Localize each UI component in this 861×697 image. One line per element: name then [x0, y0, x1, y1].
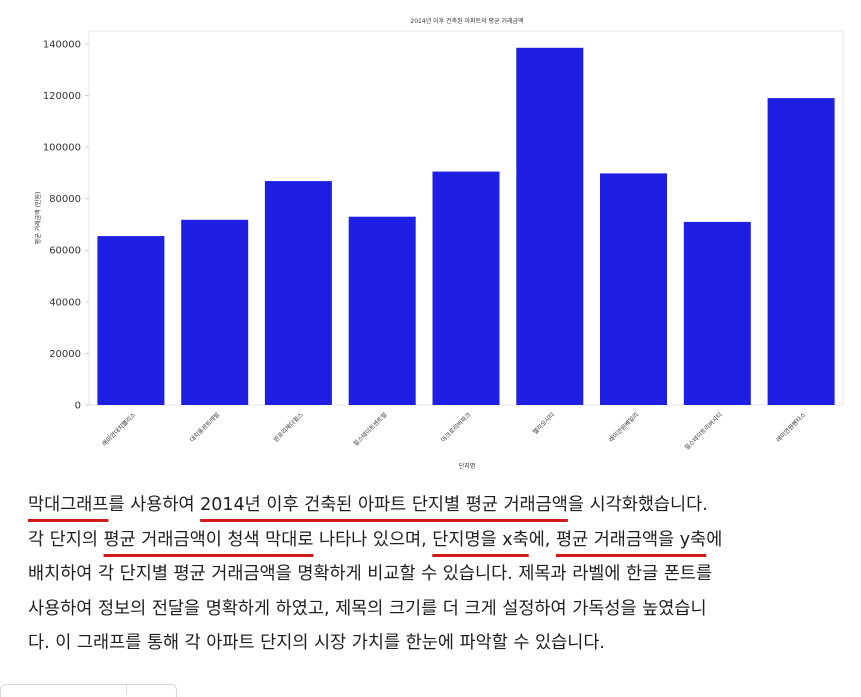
y-tick-label-0: 0 — [75, 401, 81, 412]
x-tick-label-5: 헬리오시티 — [531, 411, 556, 436]
x-tick-label-6: 래미안원베일리 — [607, 411, 640, 444]
x-tick-label-8: 래미안원펜타스 — [775, 410, 808, 443]
y-tick-label-1: 20000 — [49, 349, 81, 360]
bar-1 — [181, 219, 249, 405]
caption-line3: 배치하여 각 단지별 평균 거래금액을 명확하게 비교할 수 있습니다. 제목과… — [28, 557, 852, 592]
underlined-phrase: 평균 거래금액이 청색 막대로 — [103, 529, 314, 550]
bar-0 — [97, 236, 165, 405]
underlined-phrase: 2014년 이후 건축된 아파트 단지별 평균 거래금액 — [200, 495, 568, 515]
bar-chart: 2014년 이후 건축된 아파트의 평균 거래금액 0 20000 40000 600… — [34, 17, 844, 470]
y-tick-label-4: 80000 — [49, 194, 81, 205]
x-tick-label-7: 힐스테이트리버시티 — [683, 411, 724, 452]
caption-line5: 다. 이 그래프를 통해 각 아파트 단지의 시장 가치를 한눈에 파악할 수 … — [28, 626, 852, 661]
x-ticks-group: 래미안대치팰리스 대치동센트레빌 반포리체더힐스 힐스테이트센트럴 아크로리버파크 헬리오… — [100, 410, 807, 451]
underlined-phrase: 막대그래프 — [28, 495, 109, 515]
underlined-phrase: 단지명을 x축 — [432, 529, 529, 550]
chart-svg: 2014년 이후 건축된 아파트의 평균 거래금액 0 20000 40000 600… — [34, 17, 844, 470]
bar-6 — [600, 173, 667, 405]
y-axis-label: 평균 거래금액 (만원) — [34, 192, 42, 245]
bottom-tab-divider — [126, 684, 127, 694]
x-tick-label-0: 래미안대치팰리스 — [100, 410, 137, 447]
x-axis-label: 단지명 — [459, 462, 476, 470]
caption-text: 배치하여 각 단지별 평균 거래금액을 명확하게 비교할 수 있습니다. 제목과… — [28, 564, 713, 585]
bars-group — [97, 47, 835, 406]
caption-line4: 사용하여 정보의 전달을 명확하게 하였고, 제목의 크기를 더 크게 설정하여… — [28, 592, 852, 627]
y-tick-label-3: 60000 — [49, 246, 81, 257]
bar-7 — [683, 221, 751, 405]
y-tick-label-7: 140000 — [43, 39, 81, 50]
x-tick-label-1: 대치동센트레빌 — [188, 411, 221, 444]
underlined-phrase: 평균 거래금액을 y축 — [555, 529, 707, 550]
caption-text: 에 — [706, 529, 723, 550]
bar-3 — [348, 216, 416, 405]
y-tick-label-6: 120000 — [43, 91, 81, 102]
y-tick-label-2: 40000 — [49, 297, 81, 308]
bar-8 — [767, 98, 835, 405]
bar-4 — [432, 171, 500, 405]
caption-text: 을 시각화했습니다. — [567, 495, 708, 515]
bar-5 — [516, 47, 584, 406]
caption-line2: 각 단지의 평균 거래금액이 청색 막대로 나타나 있으며, 단지명을 x축에,… — [28, 523, 852, 558]
description-paragraph: 막대그래프를 사용하여 2014년 이후 건축된 아파트 단지별 평균 거래금액… — [28, 488, 852, 661]
x-tick-label-4: 아크로리버파크 — [439, 410, 472, 443]
chart-title: 2014년 이후 건축된 아파트의 평균 거래금액 — [410, 17, 523, 25]
caption-text: 에, — [528, 529, 556, 550]
bottom-tab-edge — [0, 684, 177, 697]
caption-text: 사용하여 정보의 전달을 명확하게 하였고, 제목의 크기를 더 크게 설정하여… — [28, 598, 707, 619]
caption-text: 각 단지의 — [28, 529, 104, 550]
y-ticks-group: 0 20000 40000 60000 80000 100000 120000 140000 — [43, 39, 89, 412]
y-tick-label-5: 100000 — [43, 143, 81, 154]
bar-2 — [264, 181, 332, 405]
caption-text: 나타나 있으며, — [313, 529, 433, 550]
caption-text: 를 사용하여 — [108, 495, 201, 515]
caption-line1: 막대그래프를 사용하여 2014년 이후 건축된 아파트 단지별 평균 거래금액… — [28, 488, 852, 523]
x-tick-label-3: 힐스테이트센트럴 — [352, 411, 389, 448]
caption-text: 다. 이 그래프를 통해 각 아파트 단지의 시장 가치를 한눈에 파악할 수 … — [28, 633, 605, 654]
x-tick-label-2: 반포리체더힐스 — [272, 410, 305, 443]
